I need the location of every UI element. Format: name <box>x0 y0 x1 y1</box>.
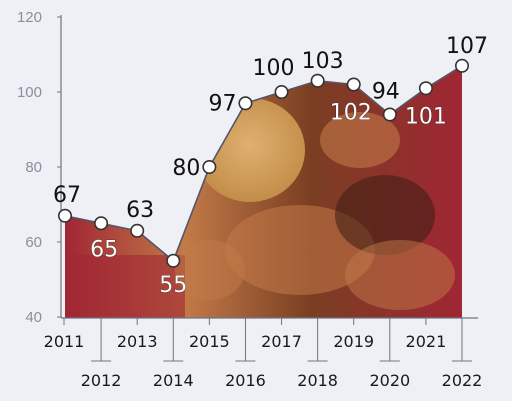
x-tick-label: 2017 <box>261 332 302 351</box>
data-label: 67 <box>53 183 81 208</box>
data-label: 63 <box>126 198 154 223</box>
x-tick-label: 2015 <box>189 332 230 351</box>
x-axis-ticks: 2011 2012 2013 2014 2015 2016 2017 2018 2019 2020… <box>44 318 483 390</box>
x-tick-label: 2018 <box>297 371 338 390</box>
data-point <box>166 253 181 268</box>
y-tick-label: 40 <box>25 309 42 326</box>
data-point <box>202 160 217 175</box>
x-tick-label: 2012 <box>81 371 122 390</box>
data-point <box>418 81 433 96</box>
data-label: 102 <box>330 101 372 126</box>
area-decoration <box>65 98 455 318</box>
data-point <box>238 96 253 111</box>
x-tick-label: 2013 <box>117 332 158 351</box>
data-point <box>57 208 72 223</box>
x-tick-label: 2019 <box>333 332 374 351</box>
area-fill <box>65 65 462 318</box>
data-label: 65 <box>90 237 118 262</box>
x-tick-label: 2014 <box>153 371 194 390</box>
data-point <box>130 223 145 238</box>
data-label: 103 <box>302 49 344 74</box>
data-label: 80 <box>172 156 200 181</box>
x-tick-label: 2011 <box>44 332 85 351</box>
data-label: 94 <box>372 80 400 105</box>
data-label: 55 <box>159 273 187 298</box>
data-label: 100 <box>253 56 295 81</box>
x-tick-label: 2021 <box>406 332 447 351</box>
data-point <box>274 85 289 100</box>
y-tick-label: 120 <box>17 9 42 26</box>
data-point <box>346 77 361 92</box>
x-tick-label: 2016 <box>225 371 266 390</box>
data-point <box>310 73 325 88</box>
y-tick-label: 100 <box>17 84 42 101</box>
x-tick-label: 2020 <box>369 371 410 390</box>
y-tick-label: 80 <box>25 159 42 176</box>
data-label: 107 <box>446 34 488 59</box>
y-axis-ticks: 40 60 80 100 120 <box>17 9 61 326</box>
data-label: 97 <box>208 91 236 116</box>
x-tick-label: 2022 <box>442 371 483 390</box>
data-point <box>454 58 469 73</box>
data-points <box>57 58 469 268</box>
y-tick-label: 60 <box>25 234 42 251</box>
data-point <box>382 107 397 122</box>
data-point <box>94 216 109 231</box>
data-label: 101 <box>405 104 447 129</box>
